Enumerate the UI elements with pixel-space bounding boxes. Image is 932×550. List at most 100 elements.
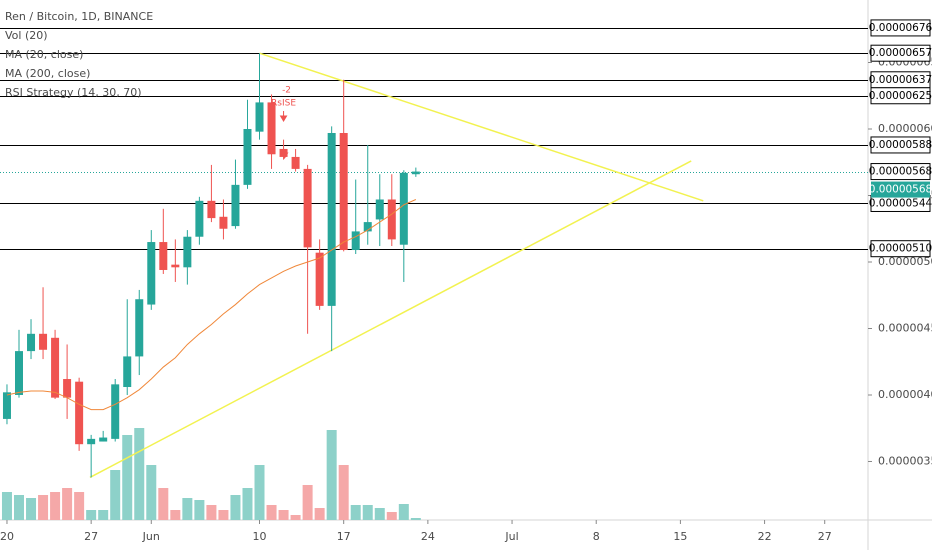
volume-bar — [218, 510, 229, 520]
x-tick-label: Jun — [142, 530, 160, 543]
candle-body — [195, 200, 204, 237]
volume-bar — [1, 492, 12, 520]
volume-bar — [134, 428, 145, 520]
level-label: 0.00000544 — [869, 197, 932, 209]
level-label: 0.00000676 — [869, 22, 932, 34]
candle-body — [219, 216, 228, 229]
volume-bar — [410, 518, 421, 520]
volume-bar — [170, 510, 181, 520]
candle-body — [183, 236, 192, 268]
level-label: 0.00000657 — [869, 47, 932, 59]
volume-bar — [266, 505, 277, 520]
volume-bar — [398, 504, 409, 520]
volume-bar — [338, 465, 349, 520]
volume-bar — [98, 510, 109, 520]
level-label-box — [870, 19, 931, 37]
annotation-label: RsISE — [271, 99, 296, 109]
level-label-box — [870, 136, 931, 154]
y-tick-label: 0.00000500 — [878, 255, 932, 268]
volume-bar — [230, 495, 241, 520]
volume-bar — [182, 498, 193, 520]
candle-body — [399, 172, 408, 245]
x-tick-label: 24 — [421, 530, 435, 543]
candle-body — [111, 384, 120, 439]
candle-body — [327, 132, 336, 306]
level-label-box — [870, 163, 931, 181]
candle-body — [243, 129, 252, 185]
candle-body — [375, 199, 384, 220]
candle-body — [51, 337, 60, 398]
volume-bar — [278, 510, 289, 520]
candle-body — [63, 379, 72, 398]
candle-body — [387, 199, 396, 240]
candle-body — [303, 168, 312, 248]
candle-body — [27, 333, 36, 352]
volume-bar — [206, 505, 217, 520]
volume-bar — [110, 470, 121, 520]
candle-body — [291, 156, 300, 169]
level-label: 0.00000510 — [869, 243, 932, 255]
candle-body — [267, 102, 276, 155]
indicator-label: MA (20, close) — [5, 48, 83, 61]
volume-bar — [26, 498, 37, 520]
level-label: 0.00000568 — [869, 166, 932, 178]
volume-bar — [350, 505, 361, 520]
candle-body — [123, 356, 132, 388]
x-tick-label: 27 — [84, 530, 98, 543]
x-tick-label: 22 — [758, 530, 772, 543]
chart-title: Ren / Bitcoin, 1D, BINANCE — [5, 10, 153, 23]
volume-bar — [86, 510, 97, 520]
volume-bar — [146, 465, 157, 520]
level-label: 0.00000588 — [869, 139, 932, 151]
plot: -2 RsISE — [0, 28, 872, 524]
annotation-arrow — [280, 149, 289, 159]
candle-body — [315, 252, 324, 306]
candle-body — [99, 437, 108, 442]
indicator-label: MA (200, close) — [5, 67, 90, 80]
x-tick-label: 10 — [253, 530, 267, 543]
volume-bar — [374, 508, 385, 520]
last-price-box — [871, 181, 930, 198]
y-tick-label: 0.00000600 — [878, 122, 932, 135]
annotation-arrow — [279, 111, 288, 122]
volume-bar — [158, 488, 169, 520]
candle-body — [2, 392, 11, 419]
candle-body — [159, 242, 168, 270]
candle-body — [135, 299, 144, 357]
volume-bar — [194, 500, 205, 520]
candle-body — [255, 102, 264, 132]
volume-bar — [38, 495, 49, 520]
x-tick-label: 20 — [0, 530, 14, 543]
candle-body — [207, 200, 216, 219]
moving-average — [6, 199, 417, 411]
last-price-label: 0.00000568 — [869, 184, 932, 196]
candle-body — [363, 222, 372, 232]
candle-body — [147, 242, 156, 305]
y-tick-label: 0.00000400 — [878, 388, 932, 401]
trendline — [259, 52, 704, 202]
volume-bar — [326, 430, 337, 520]
volume-bar — [122, 435, 133, 520]
trendline — [89, 160, 692, 479]
y-tick-label: 0.00000350 — [878, 454, 932, 467]
candle-body — [411, 171, 420, 175]
candle-body — [339, 132, 348, 251]
candle-body — [231, 184, 240, 227]
indicator-label: Vol (20) — [5, 29, 48, 42]
x-tick-label: 27 — [818, 530, 832, 543]
level-label-box — [870, 87, 931, 105]
candle-body — [15, 351, 24, 395]
volume-bar — [62, 488, 73, 520]
level-label: 0.00000625 — [869, 90, 932, 102]
candle-body — [39, 333, 48, 350]
x-tick-label: 15 — [673, 530, 687, 543]
candle-body — [87, 438, 96, 445]
candle-body — [75, 381, 84, 445]
level-label-box — [870, 240, 931, 258]
volume-bar — [242, 488, 253, 520]
candle-body — [351, 231, 360, 251]
level-label: 0.00000637 — [869, 74, 932, 86]
volume-bar — [314, 508, 325, 520]
volume-bar — [254, 465, 265, 520]
